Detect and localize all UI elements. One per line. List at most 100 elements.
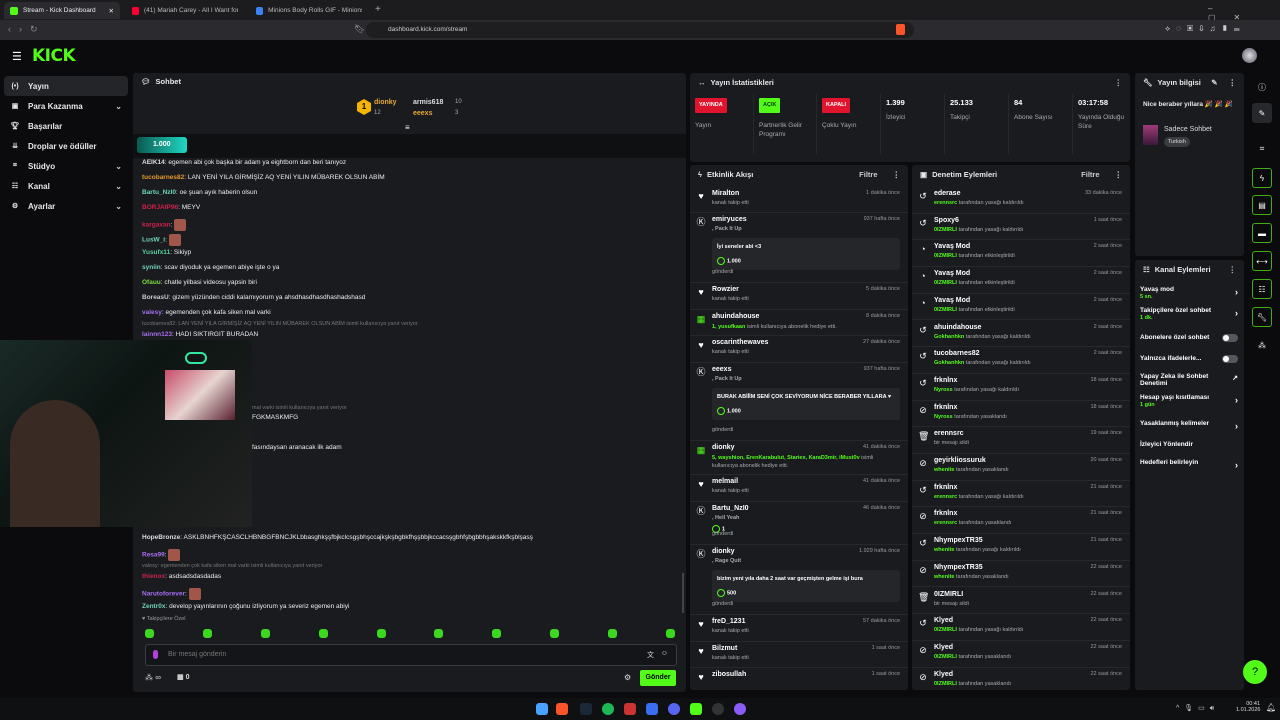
channel-points[interactable]: ⁂ ∞ bbox=[145, 673, 161, 682]
chat-username[interactable]: tucobarnes82 bbox=[142, 174, 185, 181]
moderation-target[interactable]: 0IZMIRLI bbox=[934, 590, 964, 598]
info-icon[interactable]: ⓘ bbox=[1258, 82, 1266, 92]
chat-username[interactable]: Yusufx11 bbox=[142, 249, 171, 256]
wrench-icon[interactable]: 🔧︎ bbox=[1252, 307, 1272, 327]
emoji-icon[interactable]: ☺ bbox=[660, 650, 668, 657]
leaderboard-second-name[interactable]: armis618 bbox=[413, 99, 444, 106]
chat-username[interactable]: valesy bbox=[142, 309, 162, 316]
moderator-name[interactable]: 0IZMIRLI bbox=[934, 253, 957, 260]
webcam-overlay[interactable] bbox=[0, 340, 252, 527]
sidebar-item-para-kazanma[interactable]: ▣ Para Kazanma ⌄ bbox=[4, 96, 128, 116]
leaderboard-first-name[interactable]: dionky bbox=[374, 99, 397, 106]
toggle-switch[interactable] bbox=[1222, 355, 1238, 363]
sidebar-item-başarılar[interactable]: 🏆︎ Başarılar bbox=[4, 116, 128, 136]
moderation-item[interactable]: ↺ tucobarnes82 2 saat önce Gokhanhkn tarafı… bbox=[912, 347, 1130, 374]
kick-logo[interactable]: KICK bbox=[32, 46, 76, 66]
moderation-item[interactable]: 🗑︎ 0IZMIRLI 22 saat önce bir mesajı sildi bbox=[912, 588, 1130, 615]
activity-filter-button[interactable]: Filtre bbox=[859, 169, 878, 179]
tab-gif[interactable]: Minions Body Rolls GIF - Minions Bo bbox=[250, 2, 368, 19]
window-controls[interactable]: –▢✕ bbox=[1208, 4, 1259, 22]
moderation-target[interactable]: Yavaş Mod bbox=[934, 243, 971, 251]
moderation-target[interactable]: NhympexTR35 bbox=[934, 537, 983, 545]
bookmark-icon[interactable]: 🔖︎ bbox=[354, 24, 366, 34]
chat-scrollbar[interactable] bbox=[682, 573, 684, 613]
moderation-target[interactable]: Klyed bbox=[934, 643, 954, 651]
moderator-name[interactable]: 0IZMIRLI bbox=[934, 653, 957, 660]
moderator-name[interactable]: Gokhanhkn bbox=[934, 333, 965, 340]
activity-item[interactable]: ♥ oscarinthewaves 27 dakika önce kanalı tak… bbox=[690, 336, 908, 363]
kick-app-icon[interactable] bbox=[690, 703, 702, 715]
moderation-item[interactable]: ⊘ frknlnx 18 saat önce Nyross tarafından ya… bbox=[912, 401, 1130, 428]
activity-username[interactable]: emiryuces bbox=[712, 216, 747, 223]
toggle-switch[interactable] bbox=[1222, 334, 1238, 342]
moderator-name[interactable]: Gokhanhkn bbox=[934, 360, 965, 367]
help-button[interactable]: ? bbox=[1243, 660, 1267, 684]
activity-username[interactable]: eeexs bbox=[712, 366, 732, 373]
activity-username[interactable]: melmail bbox=[712, 478, 739, 485]
chat-username[interactable]: HopeBronze bbox=[142, 534, 181, 541]
emote-button[interactable] bbox=[260, 629, 270, 638]
chat-username[interactable]: LusW_i bbox=[142, 236, 166, 244]
store-count[interactable]: ▦ 0 bbox=[177, 674, 190, 681]
pdanet-icon[interactable] bbox=[646, 703, 658, 715]
activity-username[interactable]: ahuindahouse bbox=[712, 313, 760, 320]
sidebar-item-droplar-ve-ödüller[interactable]: ⇊ Droplar ve ödüller bbox=[4, 136, 128, 156]
activity-item[interactable]: ♥ freD_1231 57 dakika önce kanalı takip ett… bbox=[690, 615, 908, 642]
chat-username[interactable]: BoreasU bbox=[142, 294, 169, 301]
moderator-name[interactable]: whenite bbox=[934, 573, 955, 580]
moderator-name[interactable]: erennsrc bbox=[934, 200, 958, 206]
channel-action-abonelere-özel-sohbet[interactable]: Abonelere özel sohbet bbox=[1140, 334, 1238, 342]
notes-icon[interactable]: ▤ bbox=[1252, 195, 1272, 215]
more-icon[interactable]: ⋮ bbox=[1114, 77, 1123, 87]
chat-settings-icon[interactable]: ⚙ bbox=[624, 673, 632, 682]
category-thumbnail[interactable] bbox=[1143, 125, 1158, 145]
category-name[interactable]: Sadece Sohbet bbox=[1164, 126, 1212, 133]
moderator-name[interactable]: erennsrc bbox=[934, 493, 958, 500]
system-tray-icons[interactable]: ^🎙︎▭🔊︎ bbox=[1176, 705, 1220, 712]
steam-icon[interactable] bbox=[580, 703, 592, 715]
channel-icon[interactable]: ☷ bbox=[1252, 279, 1272, 299]
edit-icon[interactable]: ✎ bbox=[1252, 103, 1272, 123]
chat-username[interactable]: syniin bbox=[142, 264, 161, 271]
moderation-item[interactable]: ↺ NhympexTR35 21 saat önce whenite tarafınd… bbox=[912, 534, 1130, 561]
nav-buttons[interactable]: ‹›↻ bbox=[8, 24, 46, 34]
emote-button[interactable] bbox=[434, 629, 444, 638]
obs-icon[interactable] bbox=[712, 703, 724, 715]
chevron-down-icon[interactable]: ⌄ bbox=[115, 181, 122, 191]
moderator-name[interactable]: whenite bbox=[934, 547, 955, 554]
sidebar-item-kanal[interactable]: ☷ Kanal ⌄ bbox=[4, 176, 128, 196]
chat-username[interactable]: Narutoforever bbox=[142, 590, 185, 598]
pinned-kicks-button[interactable]: 1.000 bbox=[137, 137, 187, 153]
activity-username[interactable]: dionky bbox=[712, 548, 735, 555]
moderation-item[interactable]: ◔ Yavaş Mod 2 saat önce 0IZMIRLI tarafından… bbox=[912, 240, 1130, 268]
moderation-item[interactable]: ↺ ahuindahouse 2 saat önce Gokhanhkn tarafı… bbox=[912, 321, 1130, 348]
app-icon[interactable] bbox=[734, 703, 746, 715]
hamburger-icon[interactable]: ☰ bbox=[12, 51, 22, 63]
tab-youtube[interactable]: (41) Mariah Carey - All I Want for Chr bbox=[126, 2, 244, 19]
chevron-down-icon[interactable]: ⌄ bbox=[115, 201, 122, 211]
activity-username[interactable]: Bartu_NzI0 bbox=[712, 505, 749, 512]
moderation-target[interactable]: frknlnx bbox=[934, 376, 958, 384]
moderation-target[interactable]: frknlnx bbox=[934, 510, 958, 518]
activity-item[interactable]: ♥ zibosullah 1 saat önce bbox=[690, 668, 908, 690]
windows-start-icon[interactable] bbox=[536, 703, 548, 715]
emote-button[interactable] bbox=[145, 629, 154, 638]
more-icon[interactable]: ⋮ bbox=[892, 169, 901, 179]
emote-button[interactable] bbox=[608, 629, 617, 638]
chat-input[interactable]: Bir mesaj gönderin 文 ☺ bbox=[145, 644, 677, 666]
moderation-item[interactable]: ⊘ geyirkliossuruk 20 saat önce whenite tara… bbox=[912, 454, 1130, 481]
channel-action-i-zleyici-yönlendir[interactable]: İzleyici Yönlendir bbox=[1140, 441, 1238, 448]
activity-username[interactable]: zibosullah bbox=[712, 671, 747, 678]
user-avatar[interactable] bbox=[1242, 48, 1257, 63]
moderation-target[interactable]: Spoxy6 bbox=[934, 216, 959, 224]
emote-button[interactable] bbox=[492, 629, 502, 638]
leaderboard-third-name[interactable]: eeexs bbox=[413, 110, 433, 117]
moderation-item[interactable]: ↺ frknlnx 21 saat önce erennsrc tarafından … bbox=[912, 481, 1130, 508]
moderation-item[interactable]: ◔ Yavaş Mod 2 saat önce 0IZMIRLI tarafından… bbox=[912, 294, 1130, 321]
chat-username[interactable]: BORJAIP96 bbox=[142, 204, 179, 211]
chat-username[interactable]: Resa99 bbox=[142, 551, 165, 559]
moderation-item[interactable]: ⊘ Klyed 22 saat önce 0IZMIRLI tarafından ya… bbox=[912, 668, 1130, 690]
activity-item[interactable]: ♥ melmail 41 dakika önce kanalı takip etti bbox=[690, 475, 908, 502]
